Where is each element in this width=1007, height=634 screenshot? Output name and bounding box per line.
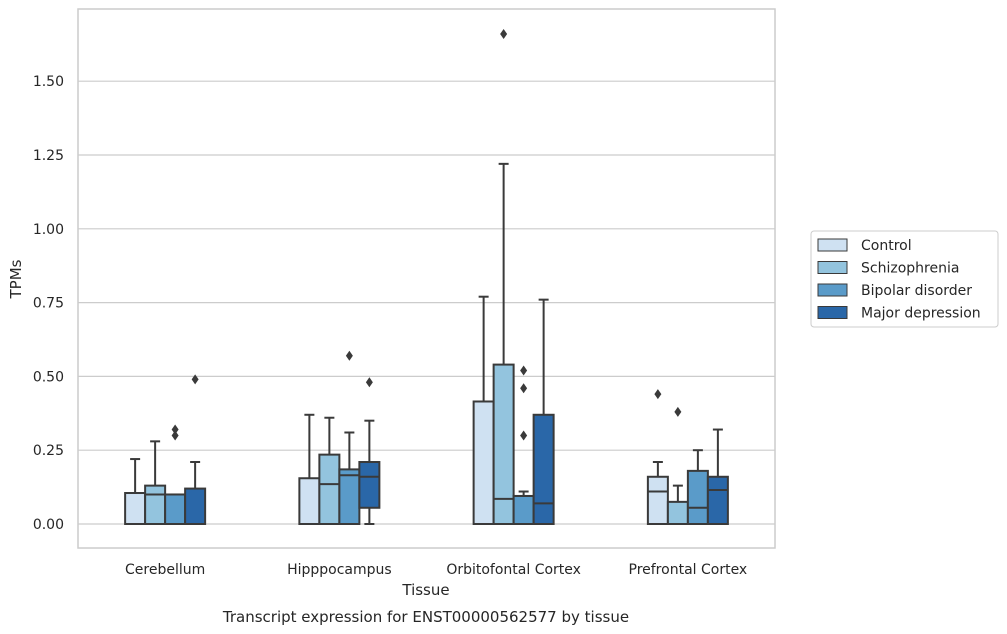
box-body bbox=[512, 494, 535, 525]
x-tick-label: Cerebellum bbox=[125, 562, 205, 578]
outlier-point bbox=[365, 377, 373, 388]
y-tick-label: 1.50 bbox=[33, 74, 64, 90]
outlier-point bbox=[500, 28, 508, 39]
y-tick-label: 0.50 bbox=[33, 369, 64, 385]
box-body bbox=[144, 484, 167, 525]
outlier-point bbox=[171, 424, 179, 435]
box-schizophrenia bbox=[666, 406, 689, 525]
box-body bbox=[666, 500, 689, 525]
box-major-depression bbox=[532, 298, 555, 525]
box-body bbox=[184, 487, 207, 525]
legend: Control Schizophrenia Bipolar disorder Majo… bbox=[810, 230, 999, 328]
x-tick-label: Prefrontal Cortex bbox=[629, 562, 748, 578]
y-axis-label: TPMs bbox=[7, 259, 25, 299]
y-tick-label: 1.25 bbox=[33, 148, 64, 164]
box-major-depression bbox=[358, 377, 381, 525]
plot-area-background bbox=[78, 9, 775, 548]
box-group-orbitofontal-cortex bbox=[472, 28, 555, 526]
box-body bbox=[706, 475, 729, 526]
box-groups bbox=[124, 28, 729, 526]
box-body bbox=[646, 475, 669, 526]
x-axis-label: Tissue bbox=[401, 581, 449, 599]
box-body bbox=[358, 461, 381, 509]
outlier-point bbox=[171, 430, 179, 441]
box-group-prefrontal-cortex bbox=[646, 389, 729, 526]
y-tick-label: 0.75 bbox=[33, 296, 64, 312]
box-body bbox=[472, 400, 495, 526]
box-schizophrenia bbox=[492, 28, 515, 526]
y-tick-label: 0.00 bbox=[33, 517, 64, 533]
x-tick-label: Orbitofontal Cortex bbox=[446, 562, 581, 578]
outlier-point bbox=[654, 389, 662, 400]
box-major-depression bbox=[706, 428, 729, 526]
box-major-depression bbox=[184, 374, 207, 525]
legend-swatch bbox=[817, 238, 848, 252]
outlier-point bbox=[345, 350, 353, 361]
y-tick-label: 0.25 bbox=[33, 443, 64, 459]
y-tick-labels: 0.00 0.25 0.50 0.75 1.00 1.25 1.50 bbox=[33, 74, 64, 533]
legend-swatch bbox=[817, 261, 848, 274]
legend-label: Schizophrenia bbox=[861, 261, 959, 277]
box-schizophrenia bbox=[144, 440, 167, 525]
legend-swatch bbox=[817, 283, 848, 297]
legend-label: Control bbox=[861, 238, 912, 254]
box-body bbox=[338, 468, 361, 525]
x-tick-label: Hipppocampus bbox=[287, 562, 392, 578]
box-body bbox=[686, 469, 709, 526]
x-tick-labels: Cerebellum Hipppocampus Orbitofontal Corte… bbox=[125, 562, 747, 578]
legend-item-control: Control bbox=[817, 238, 912, 254]
outlier-point bbox=[191, 374, 199, 385]
box-body bbox=[164, 493, 187, 526]
legend-item-major-depression: Major depression bbox=[817, 306, 981, 322]
y-tick-label: 1.00 bbox=[33, 222, 64, 238]
chart-caption: Transcript expression for ENST0000056257… bbox=[222, 608, 629, 626]
legend-label: Major depression bbox=[861, 306, 981, 322]
box-body bbox=[532, 413, 555, 525]
legend-item-schizophrenia: Schizophrenia bbox=[817, 261, 959, 277]
legend-item-bipolar-disorder: Bipolar disorder bbox=[817, 283, 972, 299]
box-group-hipppocampus bbox=[298, 350, 381, 525]
box-body bbox=[492, 363, 515, 526]
outlier-point bbox=[520, 383, 528, 394]
box-schizophrenia bbox=[318, 416, 341, 525]
legend-swatch bbox=[817, 306, 848, 319]
box-body bbox=[298, 477, 321, 525]
box-bipolar-disorder bbox=[164, 424, 187, 526]
box-body bbox=[124, 492, 147, 525]
box-control bbox=[472, 295, 495, 526]
outlier-point bbox=[520, 430, 528, 441]
plot-frame bbox=[77, 8, 776, 549]
legend-frame bbox=[810, 230, 999, 328]
box-group-cerebellum bbox=[124, 374, 207, 526]
legend-label: Bipolar disorder bbox=[861, 283, 972, 299]
outlier-point bbox=[520, 365, 528, 376]
box-control bbox=[124, 458, 147, 525]
box-control bbox=[646, 389, 669, 526]
outlier-point bbox=[674, 406, 682, 417]
box-body bbox=[318, 453, 341, 525]
box-control bbox=[298, 413, 321, 525]
